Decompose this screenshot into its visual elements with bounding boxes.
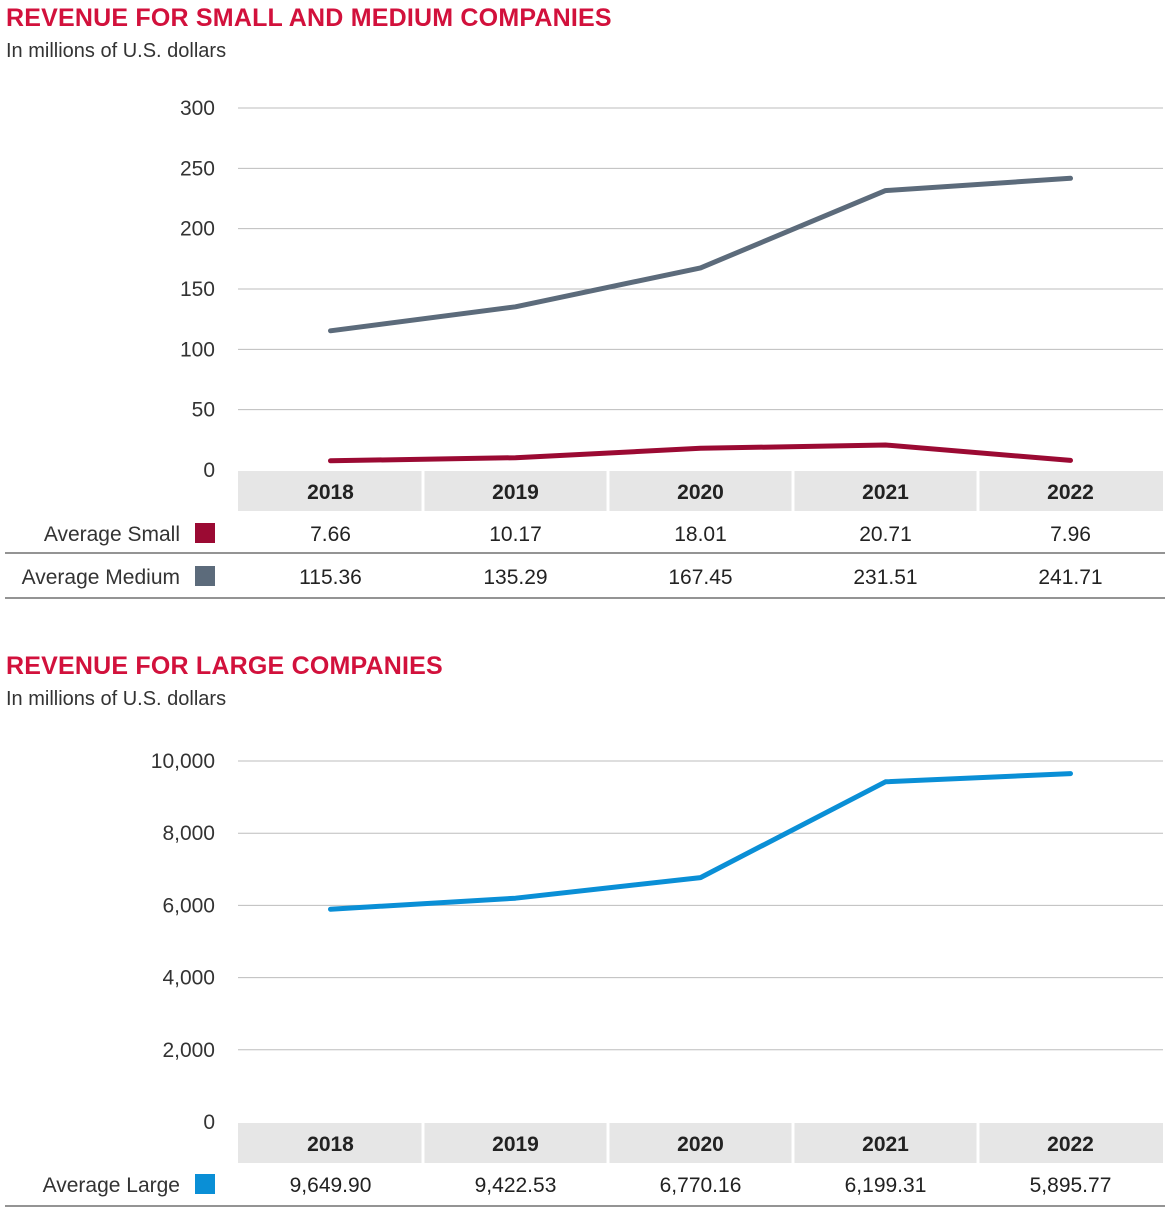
chart-plot-area: 0 50 100 150 200 250 300 2018 2019 2020 2021 2022 Av…: [5, 97, 1165, 599]
category-header-band: [238, 1123, 1163, 1163]
legend-swatch: [195, 566, 215, 586]
data-label: 5,895.77: [1030, 1174, 1112, 1197]
y-tick-label: 2,000: [162, 1039, 215, 1062]
legend-label: Average Medium: [22, 566, 180, 589]
category-header-band: [238, 471, 1163, 511]
x-tick-label: 2022: [1047, 481, 1094, 504]
chart-subtitle: In millions of U.S. dollars: [6, 688, 227, 710]
data-label: 7.66: [310, 523, 351, 546]
x-tick-label: 2019: [492, 1133, 539, 1156]
y-tick-label: 4,000: [162, 967, 215, 990]
data-label: 231.51: [853, 566, 917, 589]
y-tick-label: 6,000: [162, 894, 215, 917]
data-label: 9,649.90: [290, 1174, 372, 1197]
y-tick-label: 150: [180, 278, 215, 301]
small-medium-revenue-chart: REVENUE FOR SMALL AND MEDIUM COMPANIES I…: [5, 4, 1165, 599]
y-tick-label: 50: [192, 399, 215, 422]
y-tick-label: 100: [180, 338, 215, 361]
y-tick-label: 0: [203, 459, 215, 482]
data-label: 241.71: [1038, 566, 1102, 589]
data-label: 7.96: [1050, 523, 1091, 546]
x-tick-label: 2022: [1047, 1133, 1094, 1156]
x-tick-label: 2020: [677, 1133, 724, 1156]
chart-subtitle: In millions of U.S. dollars: [6, 40, 227, 62]
x-tick-label: 2019: [492, 481, 539, 504]
y-tick-label: 8,000: [162, 822, 215, 845]
data-label: 20.71: [859, 523, 912, 546]
large-revenue-chart: REVENUE FOR LARGE COMPANIES In millions …: [0, 648, 1175, 1211]
legend-label: Average Large: [43, 1174, 180, 1197]
y-tick-label: 0: [203, 1111, 215, 1134]
x-tick-label: 2021: [862, 1133, 909, 1156]
y-tick-label: 200: [180, 218, 215, 241]
data-label: 167.45: [668, 566, 732, 589]
series-line: [328, 442, 1073, 464]
y-tick-label: 10,000: [151, 750, 215, 773]
chart-title: REVENUE FOR SMALL AND MEDIUM COMPANIES: [6, 4, 612, 32]
data-label: 9,422.53: [475, 1174, 557, 1197]
chart-title: REVENUE FOR LARGE COMPANIES: [6, 652, 443, 680]
y-tick-label: 300: [180, 97, 215, 120]
data-label: 135.29: [483, 566, 547, 589]
legend-swatch: [195, 523, 215, 543]
legend-label: Average Small: [44, 523, 180, 546]
data-label: 10.17: [489, 523, 542, 546]
series-line: [328, 175, 1073, 334]
x-tick-label: 2020: [677, 481, 724, 504]
y-tick-label: 250: [180, 157, 215, 180]
data-label: 6,199.31: [845, 1174, 927, 1197]
x-tick-label: 2021: [862, 481, 909, 504]
x-tick-label: 2018: [307, 1133, 354, 1156]
chart-plot-area: 0 2,000 4,000 6,000 8,000 10,000 2018 2019 2020 2…: [5, 750, 1165, 1207]
data-label: 18.01: [674, 523, 727, 546]
series-line: [328, 771, 1073, 912]
data-label: 6,770.16: [660, 1174, 742, 1197]
x-tick-label: 2018: [307, 481, 354, 504]
data-label: 115.36: [299, 566, 362, 589]
legend-swatch: [195, 1174, 215, 1194]
